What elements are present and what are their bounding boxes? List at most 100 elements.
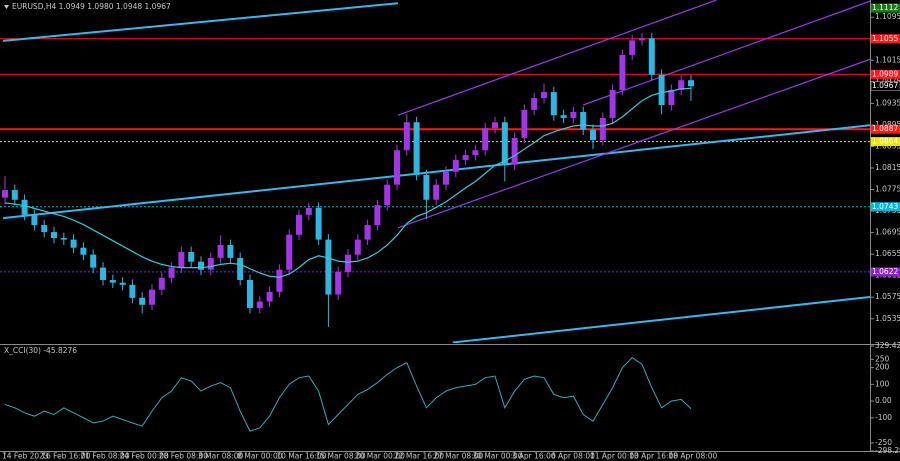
x-tick-label: 22 Mar 16:00: [394, 452, 444, 461]
candle-body: [413, 122, 420, 175]
y-tick-label: 1.0575: [875, 292, 900, 301]
y-tick-label: 1.0935: [875, 98, 900, 107]
level-label-box: [871, 34, 900, 44]
y-tick-label: 1.0975: [875, 77, 900, 86]
symbol-icon: [4, 5, 9, 9]
candle-body: [550, 92, 557, 116]
candle-body: [678, 80, 685, 90]
candle-body: [384, 184, 391, 206]
indicator-tick-label: 0.00: [875, 396, 892, 405]
candle-body: [41, 225, 48, 233]
candle-body: [296, 214, 302, 235]
trendline: [397, 0, 717, 116]
candle-body: [364, 225, 371, 240]
indicator-panel: [4, 356, 692, 432]
candle-body: [178, 252, 185, 268]
candle-body: [560, 115, 567, 118]
candle-body: [51, 232, 57, 238]
level-label: 1.1055: [872, 34, 898, 43]
candle-body: [217, 245, 224, 258]
candle-body: [21, 199, 28, 215]
x-tick-label: 11 Apr 00:00: [590, 452, 639, 461]
x-tick-label: 18 Apr 08:00: [668, 452, 717, 461]
candle-body: [227, 245, 234, 258]
y-tick-label: 1.1015: [875, 55, 900, 64]
candle-body: [452, 159, 459, 172]
candle-body: [462, 155, 469, 160]
x-tick-label: 13 Apr 16:00: [629, 452, 678, 461]
candle-body: [648, 38, 655, 75]
trendline: [582, 0, 870, 106]
candle-body: [129, 284, 136, 298]
indicator-tick-label: -298.2999: [875, 446, 900, 455]
candle-body: [403, 122, 410, 151]
price-panel: [0, 0, 870, 343]
y-tick-label: 1.0655: [875, 249, 900, 258]
level-label: 1.0887: [872, 124, 898, 133]
candle-body: [266, 291, 273, 302]
y-tick-label: 1.0895: [875, 120, 900, 129]
candle-body: [521, 109, 528, 138]
indicator-tick-label: -250: [875, 438, 892, 447]
x-tick-label: 15 Mar 08:00: [316, 452, 366, 461]
y-tick-label: 1.1095: [875, 12, 900, 21]
y-tick-label: 1.0815: [875, 163, 900, 172]
x-tick-label: 8 Mar 00:00: [237, 452, 283, 461]
candle-body: [305, 207, 312, 215]
trendline: [2, 2, 399, 42]
x-tick-label: 10 Mar 16:00: [276, 452, 326, 461]
candle-body: [668, 89, 675, 105]
indicator-line: [4, 356, 692, 432]
candle-body: [482, 128, 489, 151]
x-tick-label: 27 Mar 08:00: [433, 452, 483, 461]
candle-body: [286, 234, 293, 270]
moving-average: [4, 87, 692, 278]
trendline: [2, 124, 870, 220]
indicator-tick-label: 200: [875, 363, 890, 372]
indicator-title: X_CCI(30) -45.8276: [4, 346, 77, 355]
candle-body: [198, 261, 204, 270]
candle-body: [570, 112, 577, 118]
x-tick-label: 24 Feb 00:00: [120, 452, 169, 461]
candle-body: [247, 280, 253, 308]
candle-body: [315, 207, 322, 240]
candle-body: [394, 150, 400, 185]
candle-body: [423, 175, 430, 200]
candle-body: [345, 254, 351, 272]
candle-body: [335, 271, 342, 295]
candle-body: [639, 38, 645, 41]
candle-body: [70, 239, 77, 248]
x-tick-label: 28 Feb 08:00: [159, 452, 208, 461]
level-label-box: [871, 124, 900, 134]
candle-body: [472, 150, 479, 156]
candle-body: [60, 238, 67, 240]
candle-body: [354, 239, 361, 255]
x-tick-label: 3 Apr 16:00: [512, 452, 556, 461]
candle-body: [433, 184, 440, 200]
candle-body: [109, 280, 116, 283]
trendline: [452, 296, 870, 343]
candle-body: [590, 129, 596, 140]
candle-body: [531, 98, 538, 110]
candle-body: [80, 247, 87, 255]
level-label-box: [871, 69, 900, 79]
candle-body: [619, 54, 626, 90]
level-label-box: [871, 202, 900, 212]
indicator-tick-label: -100: [875, 413, 892, 422]
candle-body: [688, 80, 694, 87]
x-tick-label: 30 Mar 00:00: [472, 452, 522, 461]
candle-body: [31, 214, 38, 226]
current-price-label: 1.0967: [872, 81, 898, 90]
x-tick-label: 6 Apr 08:00: [551, 452, 595, 461]
candle-body: [100, 267, 106, 280]
level-label-box: [871, 3, 900, 13]
candle-body: [139, 297, 146, 305]
level-label: 1.0622: [872, 267, 898, 276]
candle-body: [276, 269, 283, 292]
y-tick-label: 1.0695: [875, 228, 900, 237]
candle-body: [149, 289, 155, 305]
indicator-tick-label: 250: [875, 354, 890, 363]
candle-body: [541, 92, 547, 98]
